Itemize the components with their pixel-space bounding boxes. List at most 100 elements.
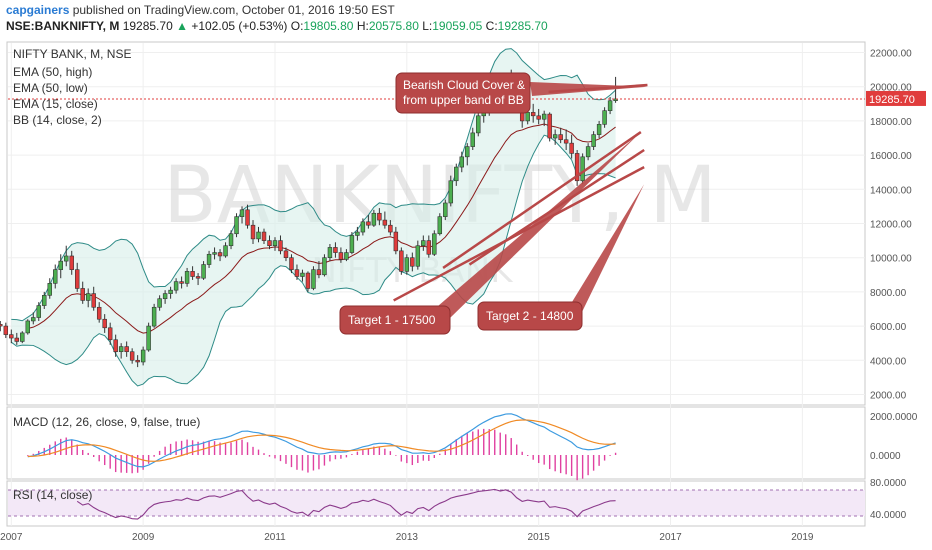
candle-body xyxy=(443,202,448,217)
annotation-cloud-cover[interactable]: Bearish Cloud Cover & from upper band of… xyxy=(395,72,531,114)
candle-body xyxy=(157,298,162,308)
last-price: 19285.70 xyxy=(122,19,173,33)
candle-body xyxy=(20,332,25,342)
macd-tick-zero: 0.0000 xyxy=(870,451,901,462)
candle-body xyxy=(437,216,443,235)
macd-pane[interactable] xyxy=(6,406,866,480)
annotation-target2-text: Target 2 - 14800 xyxy=(486,309,574,323)
annotation-target1-text: Target 1 - 17500 xyxy=(348,313,436,327)
candle-body xyxy=(53,269,58,284)
candle-body xyxy=(31,317,36,322)
price-tick-label: 14000.00 xyxy=(870,185,912,196)
candle-body xyxy=(541,113,547,120)
candle-body xyxy=(184,271,190,284)
trend-line xyxy=(393,165,645,302)
symbol-label: NSE:BANKNIFTY, M xyxy=(6,19,120,33)
candle-body xyxy=(404,257,410,272)
candle-body xyxy=(113,339,118,353)
rsi-line xyxy=(76,488,616,520)
candle-body xyxy=(217,252,223,257)
candle-body xyxy=(267,240,272,247)
time-tick-label: 2015 xyxy=(528,532,551,543)
candle-body xyxy=(371,212,377,226)
high-value: 20575.80 xyxy=(368,19,419,33)
time-tick-label: 2019 xyxy=(791,532,814,543)
candle-body xyxy=(459,156,464,168)
candle-body xyxy=(305,272,311,289)
candle-body xyxy=(338,252,344,260)
up-arrow-icon: ▲ xyxy=(176,19,188,33)
candle-body xyxy=(102,318,107,329)
candle-body xyxy=(349,235,355,253)
rsi-tick-top: 80.0000 xyxy=(870,478,907,489)
annotation-target1[interactable]: Target 1 - 17500 xyxy=(339,305,451,335)
ema-15-line xyxy=(27,123,616,334)
price-badge-value: 19285.70 xyxy=(869,94,915,106)
candle-body xyxy=(355,231,360,236)
price-tick-label: 16000.00 xyxy=(870,151,912,162)
time-tick-label: 2009 xyxy=(132,532,155,543)
candle-body xyxy=(96,306,102,320)
candle-body xyxy=(250,224,256,240)
price-tick-label: 6000.00 xyxy=(870,322,907,333)
rsi-series xyxy=(76,488,616,520)
candle-body xyxy=(393,231,399,252)
open-value: 19805.80 xyxy=(303,19,354,33)
legend-bb[interactable]: BB (14, close, 2) xyxy=(13,113,102,127)
price-axis: 22000.00 20000.00 18000.00 16000.00 14000.00… xyxy=(870,49,912,402)
annotation-target2[interactable]: Target 2 - 14800 xyxy=(477,301,583,331)
legend-ema-high[interactable]: EMA (50, high) xyxy=(13,65,92,79)
macd-signal-line xyxy=(27,419,616,462)
candle-body xyxy=(261,231,267,241)
price-tick-label: 20000.00 xyxy=(870,83,912,94)
candle-body xyxy=(415,245,421,267)
callout-pointer-cloud xyxy=(530,82,648,96)
candle-body xyxy=(426,240,432,255)
candle-body xyxy=(245,209,250,226)
candle-body xyxy=(585,146,591,158)
candle-body xyxy=(47,283,52,296)
publish-header: capgainers published on TradingView.com,… xyxy=(6,3,395,17)
author-link[interactable]: capgainers xyxy=(6,3,70,17)
candle-body xyxy=(382,219,388,226)
candle-body xyxy=(129,351,135,361)
candle-body xyxy=(3,325,9,335)
candle-body xyxy=(36,305,41,318)
macd-tick-top: 2000.0000 xyxy=(870,412,918,423)
candle-body xyxy=(80,288,85,301)
time-tick-label: 2013 xyxy=(396,532,419,543)
bb-upper-line xyxy=(11,48,616,322)
price-tick-label: 18000.00 xyxy=(870,117,912,128)
candle-body xyxy=(607,100,613,111)
rsi-tick-bottom: 40.0000 xyxy=(870,510,907,521)
candle-body xyxy=(42,294,47,306)
candle-body xyxy=(580,156,585,182)
low-label: L: xyxy=(422,19,433,33)
candle-body xyxy=(388,224,393,233)
candle-body xyxy=(399,250,404,272)
candle-body xyxy=(322,257,327,276)
candle-body xyxy=(58,260,63,270)
candle-body xyxy=(333,247,338,253)
candle-body xyxy=(289,257,294,270)
candle-body xyxy=(135,359,140,363)
candle-body xyxy=(591,134,596,147)
change-value: +102.05 (+0.53%) xyxy=(191,19,288,33)
candle-body xyxy=(162,293,168,300)
candle-body xyxy=(327,247,333,258)
rsi-band xyxy=(8,490,865,516)
bollinger-bands xyxy=(11,48,616,387)
candle-body xyxy=(316,269,322,276)
legend-ema-close[interactable]: EMA (15, close) xyxy=(13,97,98,111)
candle-body xyxy=(74,269,80,289)
candle-body xyxy=(311,269,316,289)
candle-body xyxy=(547,113,552,139)
candle-body xyxy=(421,240,426,247)
price-tick-label: 10000.00 xyxy=(870,254,912,265)
legend-ema-low[interactable]: EMA (50, low) xyxy=(13,81,88,95)
time-tick-label: 2017 xyxy=(659,532,682,543)
macd-label: MACD (12, 26, close, 9, false, true) xyxy=(13,415,200,429)
candle-body xyxy=(118,346,124,353)
candle-body xyxy=(344,252,349,260)
